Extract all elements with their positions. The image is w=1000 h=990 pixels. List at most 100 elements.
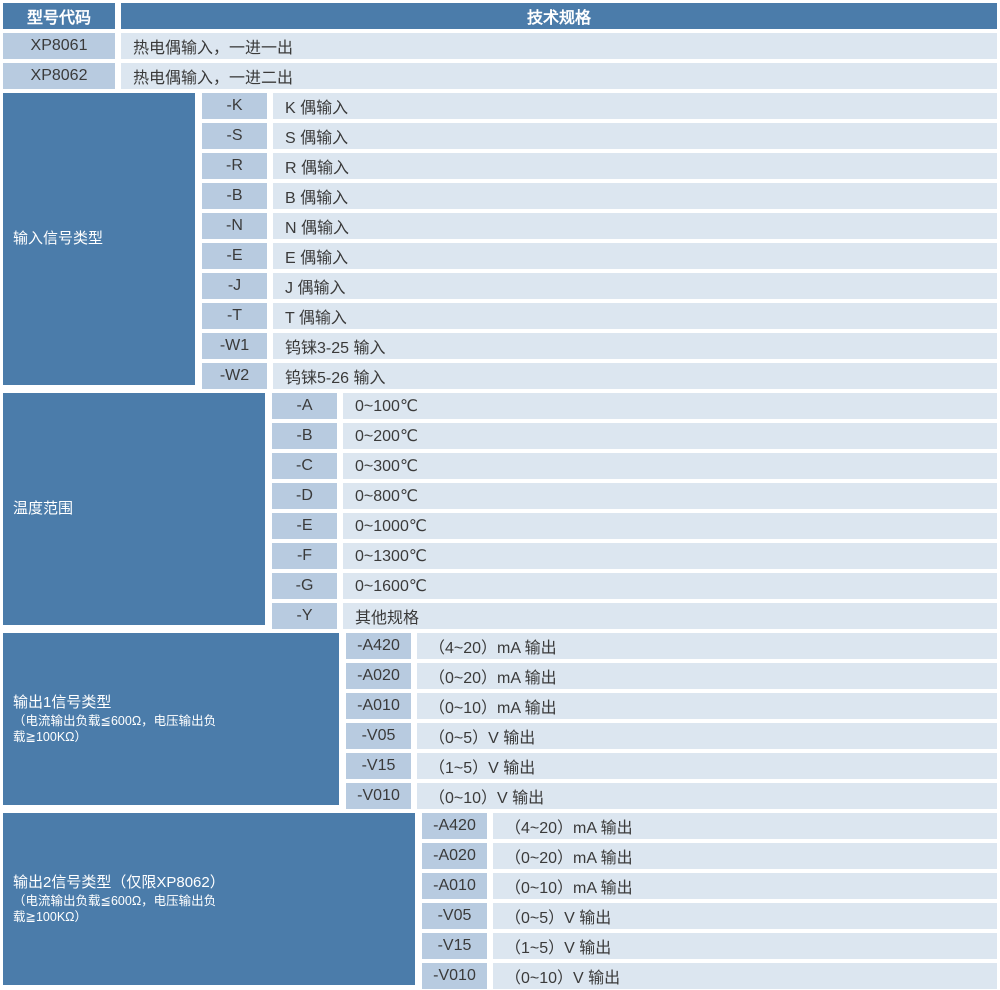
spec-cell: （1~5）V 输出 xyxy=(417,753,997,779)
table-row: -V05 （0~5）V 输出 xyxy=(346,723,997,749)
spec-cell: （0~5）V 输出 xyxy=(493,903,997,929)
spec-cell: （0~20）mA 输出 xyxy=(493,843,997,869)
code-cell: -A420 xyxy=(422,813,487,839)
spec-cell: （0~5）V 输出 xyxy=(417,723,997,749)
code-cell: -R xyxy=(202,153,267,179)
spec-cell: N 偶输入 xyxy=(273,213,997,239)
table-row: -A020 （0~20）mA 输出 xyxy=(346,663,997,689)
table-row: -E E 偶输入 xyxy=(202,243,997,269)
table-row: -R R 偶输入 xyxy=(202,153,997,179)
code-cell: -K xyxy=(202,93,267,119)
spec-cell: （0~20）mA 输出 xyxy=(417,663,997,689)
table-row: -V15 （1~5）V 输出 xyxy=(346,753,997,779)
table-row: -K K 偶输入 xyxy=(202,93,997,119)
section-label-subtext: （电流输出负载≦600Ω，电压输出负 载≧100KΩ） xyxy=(13,714,217,744)
table-header-row: 型号代码 技术规格 xyxy=(3,3,997,29)
section-label-output2: 输出2信号类型（仅限XP8062） （电流输出负载≦600Ω，电压输出负 载≧1… xyxy=(3,813,415,985)
spec-cell: S 偶输入 xyxy=(273,123,997,149)
spec-cell: 0~1000℃ xyxy=(343,513,997,539)
table-row: -B 0~200℃ xyxy=(272,423,997,449)
spec-cell: 钨铼5-26 输入 xyxy=(273,363,997,389)
model-code-cell: XP8061 xyxy=(3,33,115,59)
code-cell: -V05 xyxy=(422,903,487,929)
table-row: -V15 （1~5）V 输出 xyxy=(422,933,997,959)
section-label-temperature-range: 温度范围 xyxy=(3,393,265,625)
code-cell: -V010 xyxy=(346,783,411,809)
table-row-model: XP8061 热电偶输入，一进一出 xyxy=(3,33,997,59)
table-row: -W2 钨铼5-26 输入 xyxy=(202,363,997,389)
table-row: -T T 偶输入 xyxy=(202,303,997,329)
table-row: -B B 偶输入 xyxy=(202,183,997,209)
code-cell: -V15 xyxy=(422,933,487,959)
code-cell: -C xyxy=(272,453,337,479)
section-output2-signal-type: 输出2信号类型（仅限XP8062） （电流输出负载≦600Ω，电压输出负 载≧1… xyxy=(3,813,997,989)
spec-cell: B 偶输入 xyxy=(273,183,997,209)
code-cell: -V010 xyxy=(422,963,487,989)
spec-cell: （4~20）mA 输出 xyxy=(417,633,997,659)
table-row: -E 0~1000℃ xyxy=(272,513,997,539)
code-cell: -F xyxy=(272,543,337,569)
table-row: -S S 偶输入 xyxy=(202,123,997,149)
section-label-text: 输入信号类型 xyxy=(13,230,104,247)
table-row: -W1 钨铼3-25 输入 xyxy=(202,333,997,359)
code-cell: -A xyxy=(272,393,337,419)
spec-cell: E 偶输入 xyxy=(273,243,997,269)
table-row: -V05 （0~5）V 输出 xyxy=(422,903,997,929)
spec-cell: 0~1600℃ xyxy=(343,573,997,599)
table-row: -A010 （0~10）mA 输出 xyxy=(346,693,997,719)
section-rows: -A 0~100℃ -B 0~200℃ -C 0~300℃ -D 0~800℃ -E 0~… xyxy=(272,393,997,629)
code-cell: -A010 xyxy=(422,873,487,899)
code-cell: -G xyxy=(272,573,337,599)
code-cell: -S xyxy=(202,123,267,149)
spec-cell: J 偶输入 xyxy=(273,273,997,299)
table-row: -A 0~100℃ xyxy=(272,393,997,419)
code-cell: -Y xyxy=(272,603,337,629)
table-row: -Y 其他规格 xyxy=(272,603,997,629)
model-code-header: 型号代码 xyxy=(3,3,115,29)
tech-spec-header: 技术规格 xyxy=(121,3,997,29)
table-row: -F 0~1300℃ xyxy=(272,543,997,569)
spec-cell: 0~100℃ xyxy=(343,393,997,419)
section-rows: -A420 （4~20）mA 输出 -A020 （0~20）mA 输出 -A010 （… xyxy=(422,813,997,989)
code-cell: -B xyxy=(202,183,267,209)
code-cell: -V15 xyxy=(346,753,411,779)
table-row: -A010 （0~10）mA 输出 xyxy=(422,873,997,899)
table-row-model: XP8062 热电偶输入，一进二出 xyxy=(3,63,997,89)
table-row: -C 0~300℃ xyxy=(272,453,997,479)
code-cell: -A420 xyxy=(346,633,411,659)
section-label-subtext: （电流输出负载≦600Ω，电压输出负 载≧100KΩ） xyxy=(13,894,217,924)
section-label-text: 输出1信号类型 xyxy=(13,694,112,711)
spec-cell: （0~10）mA 输出 xyxy=(417,693,997,719)
section-rows: -K K 偶输入 -S S 偶输入 -R R 偶输入 -B B 偶输入 -N N 偶输入 … xyxy=(202,93,997,389)
model-desc-cell: 热电偶输入，一进一出 xyxy=(121,33,997,59)
section-label-output1: 输出1信号类型 （电流输出负载≦600Ω，电压输出负 载≧100KΩ） xyxy=(3,633,339,805)
code-cell: -J xyxy=(202,273,267,299)
code-cell: -V05 xyxy=(346,723,411,749)
spec-cell: 其他规格 xyxy=(343,603,997,629)
section-rows: -A420 （4~20）mA 输出 -A020 （0~20）mA 输出 -A010 （… xyxy=(346,633,997,809)
table-row: -N N 偶输入 xyxy=(202,213,997,239)
model-code-cell: XP8062 xyxy=(3,63,115,89)
table-row: -V010 （0~10）V 输出 xyxy=(422,963,997,989)
spec-cell: 钨铼3-25 输入 xyxy=(273,333,997,359)
table-row: -A420 （4~20）mA 输出 xyxy=(422,813,997,839)
spec-cell: R 偶输入 xyxy=(273,153,997,179)
section-output1-signal-type: 输出1信号类型 （电流输出负载≦600Ω，电压输出负 载≧100KΩ） -A42… xyxy=(3,633,997,809)
section-label-text: 输出2信号类型（仅限XP8062） xyxy=(13,874,225,891)
code-cell: -N xyxy=(202,213,267,239)
section-label-text: 温度范围 xyxy=(13,500,74,517)
code-cell: -W1 xyxy=(202,333,267,359)
spec-cell: （0~10）V 输出 xyxy=(417,783,997,809)
table-row: -D 0~800℃ xyxy=(272,483,997,509)
spec-cell: 0~800℃ xyxy=(343,483,997,509)
spec-cell: 0~300℃ xyxy=(343,453,997,479)
code-cell: -E xyxy=(202,243,267,269)
code-cell: -A010 xyxy=(346,693,411,719)
spec-cell: （0~10）mA 输出 xyxy=(493,873,997,899)
table-row: -J J 偶输入 xyxy=(202,273,997,299)
code-cell: -D xyxy=(272,483,337,509)
table-row: -G 0~1600℃ xyxy=(272,573,997,599)
code-cell: -A020 xyxy=(422,843,487,869)
code-cell: -E xyxy=(272,513,337,539)
